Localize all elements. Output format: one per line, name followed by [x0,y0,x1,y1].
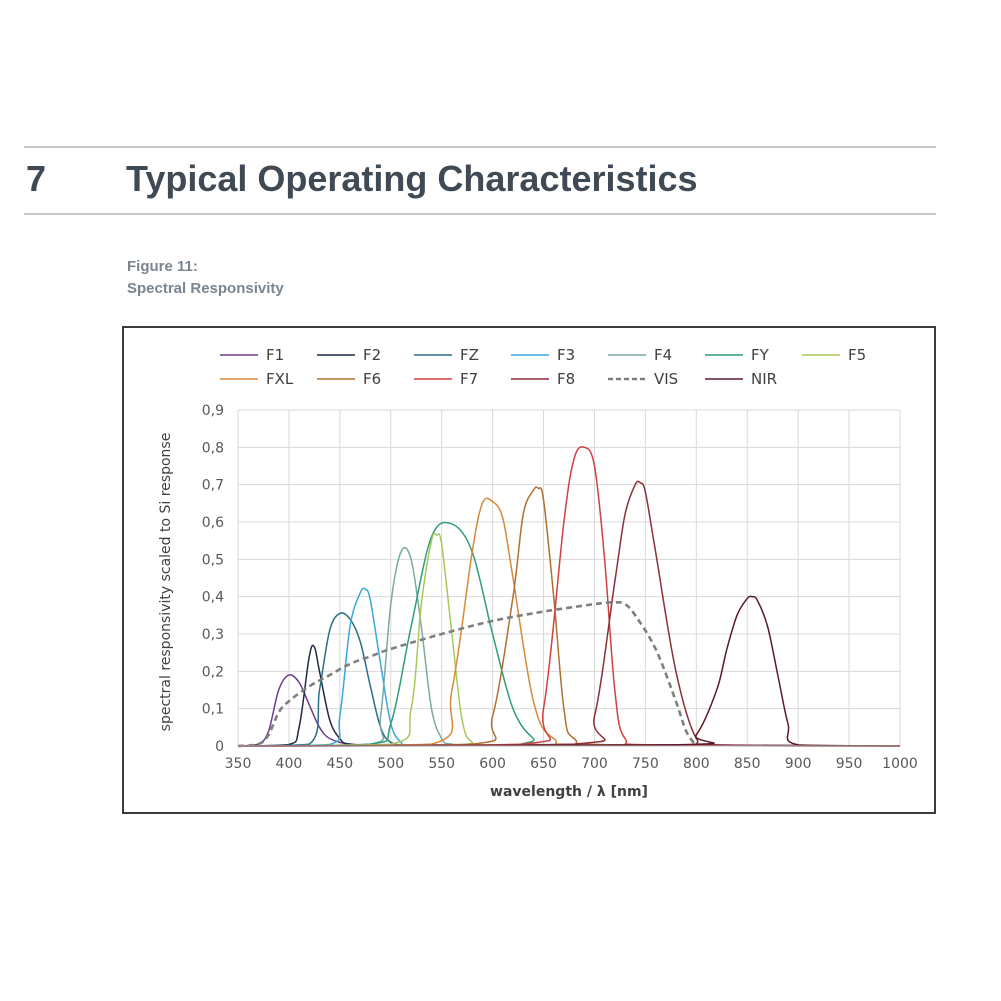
legend-label-fxl: FXL [266,370,294,388]
y-tick-label: 0,5 [202,552,224,568]
y-tick-label: 0 [215,739,224,755]
legend-label-f4: F4 [654,346,672,364]
legend-label-f6: F6 [363,370,381,388]
x-tick-label: 450 [326,756,353,772]
axes: 350 400 450 500 550 600 650 700 750 800 850 900 950 1… [202,403,918,772]
series-line-fz [237,612,901,747]
x-tick-label: 900 [785,756,812,772]
x-tick-label: 500 [377,756,404,772]
y-axis-title: spectral responsivity scaled to Si respo… [158,433,174,732]
y-tick-label: 0,2 [202,664,224,680]
y-tick-label: 0,9 [202,403,224,419]
series-line-f8 [237,480,901,747]
legend-label-vis: VIS [654,370,678,388]
y-tick-label: 0,4 [202,590,224,606]
section-number: 7 [26,158,47,199]
series-lines [237,446,901,748]
x-tick-label: 550 [428,756,455,772]
x-tick-label: 700 [581,756,608,772]
series-line-vis [237,600,698,748]
legend-label-fy: FY [751,346,770,364]
x-axis-title: wavelength / λ [nm] [490,784,648,800]
top-rule [24,146,936,148]
x-tick-label: 950 [836,756,863,772]
spectral-responsivity-chart: 350 400 450 500 550 600 650 700 750 800 850 900 950 1… [158,346,918,800]
y-tick-label: 0,6 [202,515,224,531]
y-tick-label: 0,1 [202,702,224,718]
grid [237,409,901,747]
chart-frame: 350 400 450 500 550 600 650 700 750 800 850 900 950 1… [122,326,936,814]
series-line-f5 [237,532,901,747]
series-line-nir [237,595,901,747]
x-tick-label: 600 [479,756,506,772]
x-tick-label: 400 [276,756,303,772]
legend: F1 F2 FZ F3 F4 FY F5 FXL F6 F7 F8 VIS NIR [220,346,866,388]
legend-label-f3: F3 [557,346,575,364]
series-line-f6 [237,486,901,747]
series-line-f7 [237,446,901,747]
figure-label: Figure 11: Spectral Responsivity [127,256,284,300]
x-tick-label: 650 [530,756,557,772]
series-line-f4 [237,546,901,747]
legend-label-f1: F1 [266,346,284,364]
x-tick-label: 1000 [882,756,918,772]
y-tick-label: 0,3 [202,627,224,643]
y-tick-label: 0,8 [202,440,224,456]
figure-number: Figure 11: [127,258,198,275]
legend-label-f7: F7 [460,370,478,388]
legend-label-fz: FZ [460,346,479,364]
legend-label-nir: NIR [751,370,777,388]
bottom-rule [24,213,936,215]
x-tick-label: 750 [632,756,659,772]
x-tick-label: 800 [683,756,710,772]
y-tick-label: 0,7 [202,478,224,494]
legend-label-f2: F2 [363,346,381,364]
figure-caption: Spectral Responsivity [127,280,284,297]
section-title: Typical Operating Characteristics [126,158,698,199]
x-tick-label: 350 [225,756,252,772]
series-line-f3 [237,587,901,747]
legend-label-f5: F5 [848,346,866,364]
series-line-f2 [237,644,901,747]
x-tick-label: 850 [734,756,761,772]
legend-label-f8: F8 [557,370,575,388]
